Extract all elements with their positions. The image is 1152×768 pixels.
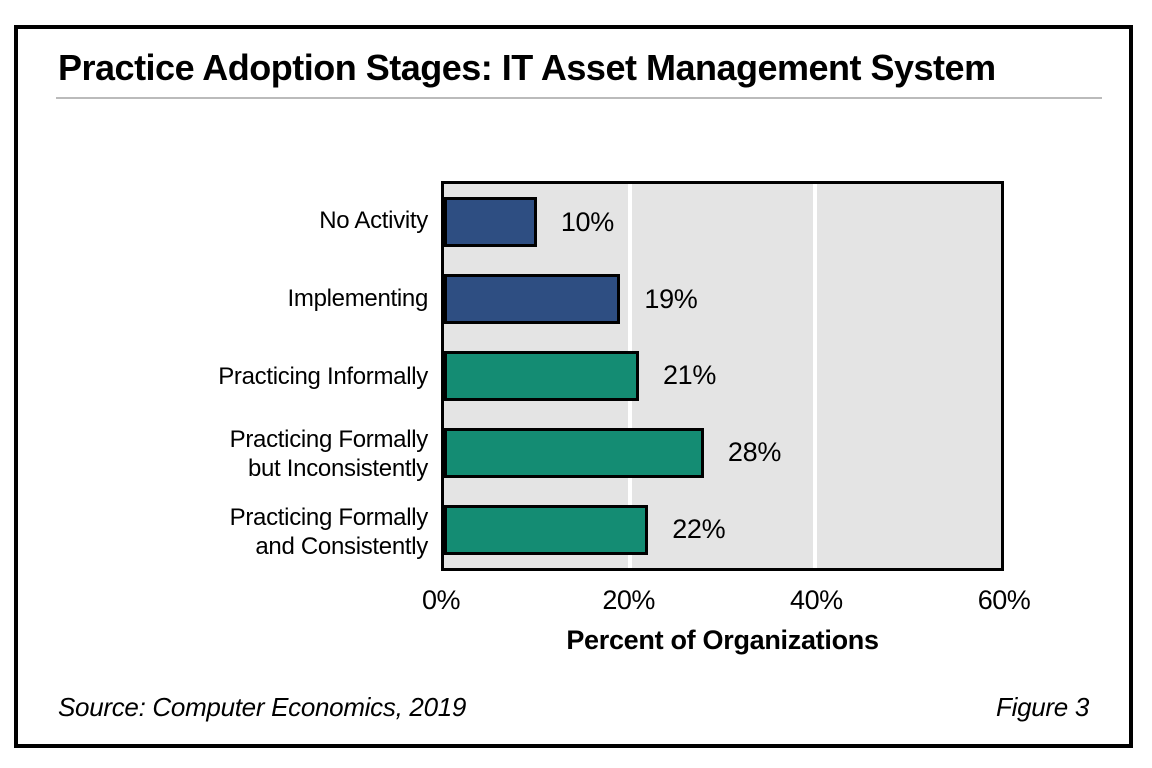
category-label: No Activity	[319, 206, 428, 234]
bar-practicing-informally	[444, 350, 639, 401]
title-rule	[56, 97, 1102, 99]
x-tick-label: 20%	[602, 585, 655, 615]
category-label: Practicing Formally but Inconsistently	[229, 426, 429, 482]
bar-practicing-formally-but-inconsistently	[444, 427, 704, 478]
bar-value-label: 21%	[662, 360, 717, 391]
bar-row: 10%	[444, 184, 1001, 261]
bar-no-activity	[444, 197, 537, 248]
category-label: Implementing	[287, 284, 429, 312]
source-note: Source: Computer Economics, 2019	[58, 692, 467, 722]
bar-row: 21%	[444, 338, 1001, 415]
bar-row: 22%	[444, 491, 1001, 568]
figure-number: Figure 3	[996, 692, 1089, 722]
bar-value-label: 22%	[672, 514, 726, 545]
x-axis-tick-labels: 0% 20% 40% 60%	[422, 585, 1031, 619]
category-label: Practicing Informally	[218, 362, 428, 390]
figure-frame: Practice Adoption Stages: IT Asset Manag…	[14, 25, 1133, 748]
bar-implementing	[444, 274, 621, 325]
bar-value-label: 28%	[727, 437, 782, 468]
x-tick-label: 0%	[421, 585, 461, 615]
chart-title: Practice Adoption Stages: IT Asset Manag…	[58, 47, 996, 88]
category-axis-labels: No Activity Implementing Practicing Inform…	[48, 181, 428, 571]
bar-practicing-formally-and-consistently	[444, 504, 649, 555]
x-tick-label: 60%	[977, 585, 1031, 615]
x-axis-title: Percent of Organizations	[566, 625, 879, 655]
plot-area: 10% 19% 21% 28% 22%	[441, 181, 1004, 571]
bar-row: 19%	[444, 261, 1001, 338]
x-tick-label: 40%	[790, 585, 843, 615]
category-label: Practicing Formally and Consistently	[229, 504, 429, 560]
bar-row: 28%	[444, 414, 1001, 491]
bar-value-label: 10%	[560, 206, 614, 237]
bar-value-label: 19%	[644, 283, 698, 314]
gridline-40	[813, 184, 818, 568]
